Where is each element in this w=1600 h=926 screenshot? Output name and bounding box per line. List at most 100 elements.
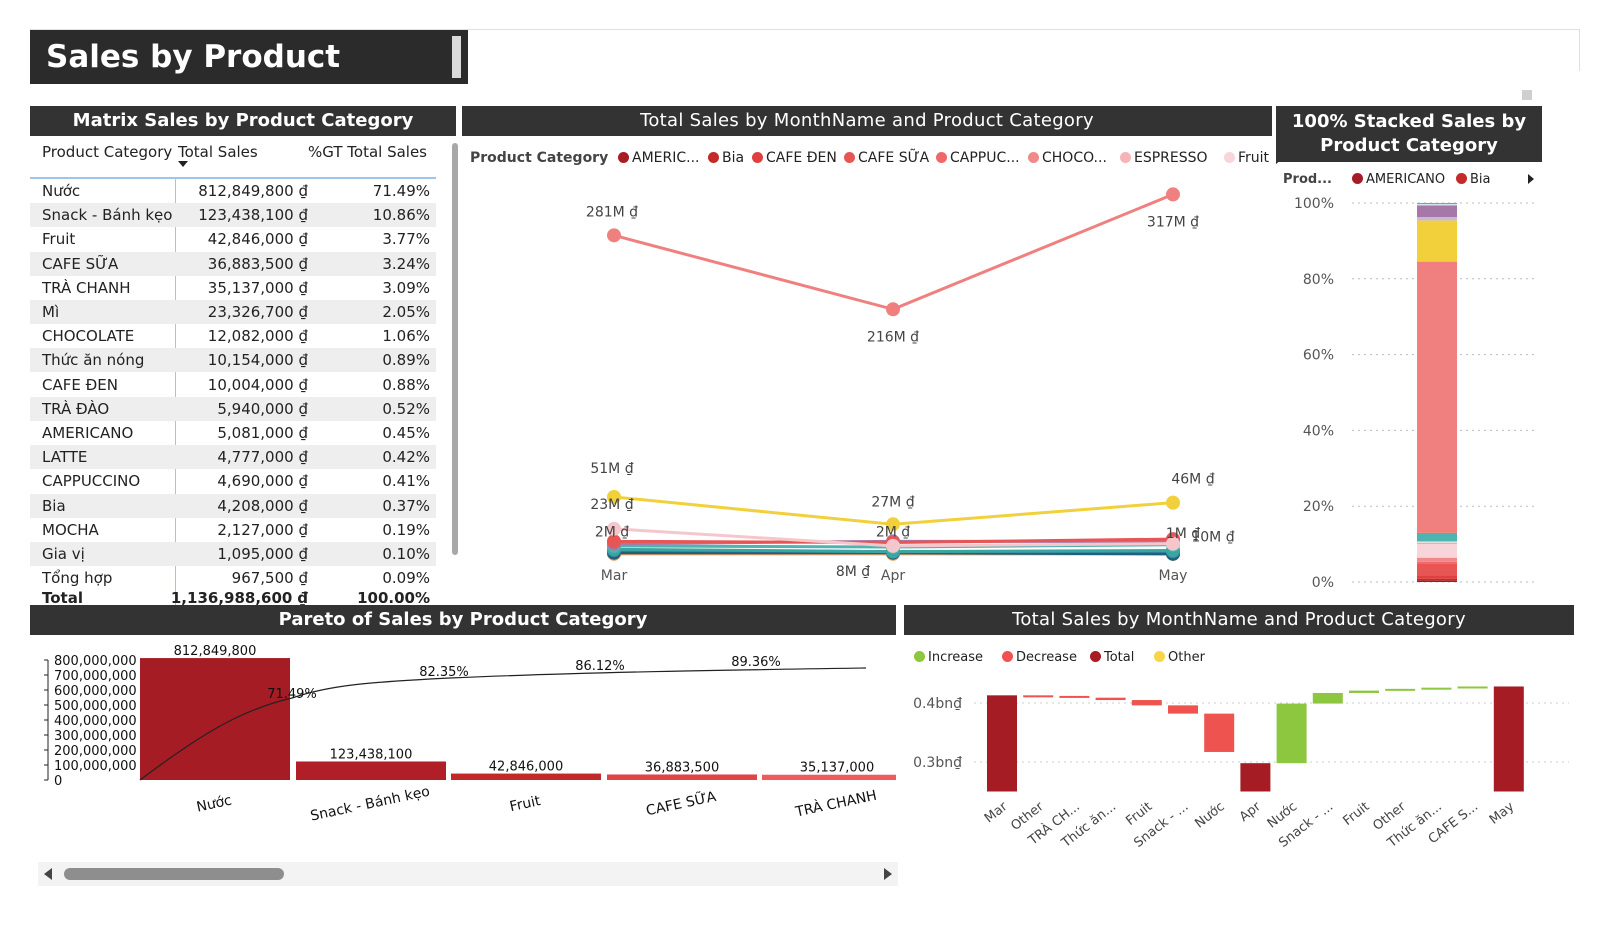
waterfall-bar [1240, 763, 1271, 792]
stack-segment [1417, 541, 1457, 543]
row-category: Fruit [42, 230, 76, 249]
data-point [886, 302, 900, 317]
series-line [613, 193, 1174, 311]
table-row[interactable]: TRÀ CHANH 35,137,000 ₫ 3.09% [30, 276, 436, 300]
cumulative-pct-label: 89.36% [731, 655, 781, 670]
legend-item[interactable]: AMERICANO [1352, 172, 1445, 187]
legend-label: CAFE SỮA [858, 150, 930, 166]
legend-item[interactable]: Total [1090, 650, 1134, 665]
scroll-left-icon[interactable] [44, 868, 52, 880]
legend-label: Bia [722, 150, 745, 166]
legend-label: Total [1104, 650, 1135, 665]
waterfall-bar [1457, 686, 1488, 689]
legend-label: ESPRESSO [1134, 150, 1208, 166]
stacked-legend-next-icon[interactable] [1528, 174, 1534, 184]
y-tick-label: 200,000,000 [54, 744, 137, 759]
legend-item[interactable]: CHOCO... [1028, 150, 1107, 166]
row-total-sales: 42,846,000 ₫ [207, 230, 308, 249]
waterfall-bar [1349, 690, 1379, 693]
legend-dot-icon [618, 152, 629, 163]
table-row[interactable]: CAFE SỮA 36,883,500 ₫ 3.24% [30, 251, 436, 276]
table-row[interactable]: TRÀ ĐÀO 5,940,000 ₫ 0.52% [30, 396, 436, 421]
data-label: 8M ₫ [836, 564, 870, 580]
focus-mode-icon[interactable] [1522, 90, 1532, 100]
legend-item[interactable]: CAFE SỮA [844, 150, 929, 166]
scroll-right-icon[interactable] [884, 868, 892, 880]
legend-item[interactable]: Bia [1456, 172, 1491, 187]
horizontal-scroll-thumb[interactable] [64, 868, 284, 880]
table-row[interactable]: Fruit 42,846,000 ₫ 3.77% [30, 227, 436, 251]
x-tick-label: Apr [1237, 799, 1264, 825]
matrix-header-sales[interactable]: Total Sales [178, 143, 258, 161]
row-category: Snack - Bánh kẹo [42, 206, 173, 225]
waterfall-bar [1312, 692, 1343, 704]
table-row[interactable]: CAFE ĐEN 10,004,000 ₫ 0.88% [30, 373, 436, 397]
waterfall-bar [1493, 686, 1524, 792]
x-tick-label: CAFE SỮA [644, 788, 718, 820]
row-percent: 3.24% [382, 254, 430, 273]
row-category: Bia [42, 496, 66, 515]
row-percent: 71.49% [372, 182, 430, 200]
matrix-title: Matrix Sales by Product Category [30, 106, 456, 136]
line-chart-title: Total Sales by MonthName and Product Cat… [462, 106, 1272, 136]
matrix-header-category[interactable]: Product Category [42, 143, 173, 161]
row-percent: 0.89% [382, 351, 430, 370]
row-category: LATTE [42, 448, 88, 467]
table-row[interactable]: MOCHA 2,127,000 ₫ 0.19% [30, 518, 436, 542]
bar-value-label: 123,438,100 [330, 747, 413, 762]
row-category: Gia vị [42, 545, 85, 563]
legend-dot-icon [914, 651, 925, 662]
stacked-chart-title: 100% Stacked Sales by Product Category [1276, 106, 1542, 162]
legend-dot-icon [844, 152, 855, 163]
table-row[interactable]: Bia 4,208,000 ₫ 0.37% [30, 493, 436, 518]
legend-dot-icon [1028, 152, 1039, 163]
legend-item[interactable]: CAFE ĐEN [752, 150, 837, 166]
row-category: Mì [42, 303, 60, 321]
data-point [607, 489, 621, 504]
stack-segment [1417, 542, 1457, 544]
legend-item[interactable]: Bia [708, 150, 744, 166]
table-row[interactable]: AMERICANO 5,081,000 ₫ 0.45% [30, 421, 436, 445]
table-row[interactable]: CAPPUCCINO 4,690,000 ₫ 0.41% [30, 469, 436, 493]
table-row[interactable]: Snack - Bánh kẹo 123,438,100 ₫ 10.86% [30, 203, 436, 228]
sort-descending-icon[interactable] [178, 161, 188, 167]
table-row[interactable]: Nước 812,849,800 ₫ 71.49% [30, 179, 436, 203]
stack-segment [1417, 203, 1457, 206]
table-row[interactable]: Thức ăn nóng 10,154,000 ₫ 0.89% [30, 348, 436, 373]
y-tick-label: 600,000,000 [54, 684, 137, 699]
legend-dot-icon [1224, 152, 1235, 163]
cumulative-pct-label: 86.12% [575, 659, 625, 674]
table-row[interactable]: LATTE 4,777,000 ₫ 0.42% [30, 445, 436, 470]
y-tick-label: 0% [1312, 575, 1334, 591]
stack-segment [1417, 557, 1457, 562]
pareto-bar [607, 774, 757, 780]
y-tick-label: 300,000,000 [54, 729, 137, 744]
row-percent: 0.19% [382, 520, 430, 539]
legend-item[interactable]: Decrease [1002, 650, 1077, 665]
pareto-bar [140, 658, 290, 780]
data-point [886, 538, 900, 553]
legend-label: CAPPUC... [950, 150, 1020, 166]
stack-segment [1417, 261, 1457, 533]
legend-item[interactable]: ESPRESSO [1120, 150, 1208, 166]
data-label: 1M ₫ [1166, 526, 1200, 542]
matrix-header-percent[interactable]: %GT Total Sales [308, 143, 427, 161]
legend-item[interactable]: CAPPUC... [936, 150, 1020, 166]
matrix-scrollbar[interactable] [452, 143, 458, 555]
legend-item[interactable]: Increase [914, 650, 983, 665]
legend-item[interactable]: AMERIC... [618, 150, 699, 166]
waterfall-bar [1385, 688, 1416, 691]
matrix-header-divider [30, 177, 436, 179]
legend-item[interactable]: Other [1154, 650, 1205, 665]
data-label: 51M ₫ [590, 461, 633, 477]
row-percent: 0.45% [382, 424, 430, 442]
legend-label: Increase [928, 650, 984, 665]
legend-item[interactable]: Fruit [1224, 150, 1269, 166]
stacked-chart: 0% 20% 40% 60% 80% 100% [1294, 196, 1538, 591]
table-row[interactable]: Gia vị 1,095,000 ₫ 0.10% [30, 542, 436, 566]
table-row[interactable]: Tổng hợp 967,500 ₫ 0.09% [30, 566, 436, 590]
table-row[interactable]: Mì 23,326,700 ₫ 2.05% [30, 300, 436, 324]
row-total-sales: 5,081,000 ₫ [217, 424, 308, 442]
table-row[interactable]: CHOCOLATE 12,082,000 ₫ 1.06% [30, 324, 436, 348]
